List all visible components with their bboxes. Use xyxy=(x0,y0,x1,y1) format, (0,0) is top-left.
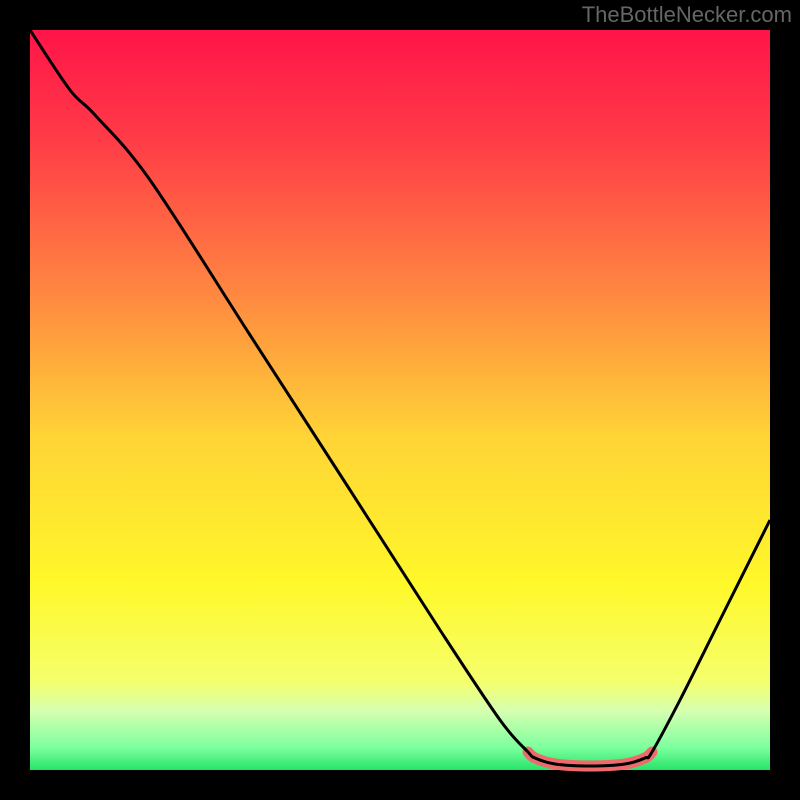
bottleneck-chart xyxy=(0,0,800,800)
watermark-text: TheBottleNecker.com xyxy=(582,2,792,28)
chart-container: TheBottleNecker.com xyxy=(0,0,800,800)
gradient-plot-area xyxy=(30,30,770,770)
